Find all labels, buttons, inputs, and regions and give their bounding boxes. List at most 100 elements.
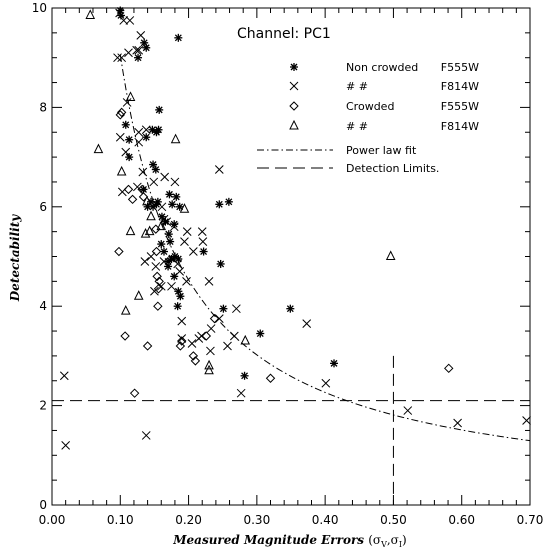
data-point-x: [175, 267, 185, 276]
data-point-x: [232, 304, 241, 314]
x-axis-title: Measured Magnitude Errors (σV,σI): [172, 533, 406, 549]
data-point-diamond: [116, 107, 127, 118]
data-point-triangle: [133, 290, 144, 300]
legend-marker-triangle: [289, 119, 299, 130]
legend-marker-asterisk: [290, 63, 298, 71]
y-tick-label: 0: [39, 498, 47, 512]
data-point-x: [119, 16, 129, 25]
data-point-diamond: [153, 301, 163, 311]
data-point-x: [140, 257, 150, 266]
data-point-asterisk: [165, 190, 174, 199]
legend-filter: F814W: [441, 80, 479, 93]
data-point-x: [156, 281, 166, 291]
legend-label: # #: [346, 80, 368, 93]
legend-filter: F814W: [441, 120, 479, 133]
data-point-x: [403, 406, 413, 415]
data-point-diamond: [137, 184, 147, 195]
data-point-x: [453, 418, 462, 428]
data-point-asterisk: [142, 43, 151, 52]
legend-label: Power law fit: [346, 144, 417, 157]
detection-limits-layer: [52, 355, 530, 505]
legend-marker-x: [289, 81, 299, 91]
legend-label: Detection Limits.: [346, 162, 439, 175]
data-point-x: [132, 45, 142, 55]
data-point-x: [162, 217, 172, 227]
data-point-asterisk: [199, 247, 208, 256]
data-point-triangle: [85, 9, 96, 19]
data-point-diamond: [177, 336, 187, 346]
data-point-x: [198, 237, 208, 246]
data-point-diamond: [151, 246, 162, 257]
data-point-diamond: [188, 351, 199, 361]
data-point-diamond: [114, 246, 124, 257]
data-point-x: [223, 341, 232, 351]
data-point-diamond: [123, 184, 134, 195]
legend-label: Crowded: [346, 100, 394, 113]
data-point-x: [138, 167, 148, 177]
data-point-x: [150, 286, 159, 296]
legend-label: Non crowded: [346, 61, 418, 74]
data-point-triangle: [179, 203, 190, 213]
data-point-diamond: [444, 363, 454, 374]
x-tick-label: 0.00: [39, 513, 66, 527]
data-point-asterisk: [215, 200, 224, 209]
data-point-diamond: [129, 388, 140, 398]
y-tick-label: 2: [39, 399, 47, 413]
data-point-x: [170, 177, 180, 187]
data-point-x: [157, 202, 167, 212]
data-point-x: [149, 177, 159, 187]
y-tick-label: 4: [39, 299, 47, 313]
data-point-x: [188, 247, 198, 256]
data-point-diamond: [127, 194, 138, 205]
y-axis-title: Detectability: [8, 214, 22, 302]
data-point-triangle: [240, 334, 251, 345]
data-point-x: [206, 346, 215, 356]
legend-label: # #: [346, 120, 368, 133]
data-point-diamond: [142, 341, 153, 351]
x-tick-label: 0.30: [243, 513, 270, 527]
data-point-diamond: [190, 356, 201, 366]
data-point-x: [115, 8, 124, 18]
data-point-triangle: [146, 210, 156, 221]
data-point-x: [204, 276, 214, 286]
data-point-asterisk: [216, 259, 225, 268]
data-point-x: [121, 147, 131, 157]
data-point-asterisk: [172, 192, 181, 201]
data-point-x: [321, 378, 331, 388]
data-point-asterisk: [176, 292, 185, 301]
data-point-x: [124, 48, 133, 58]
legend-filter: F555W: [441, 100, 479, 113]
data-point-asterisk: [121, 120, 130, 129]
x-tick-label: 0.10: [107, 513, 134, 527]
data-point-asterisk: [125, 135, 134, 144]
data-point-x: [302, 319, 312, 328]
data-point-triangle: [93, 143, 104, 154]
data-point-asterisk: [125, 153, 134, 162]
data-point-x: [182, 227, 192, 237]
data-point-x: [206, 324, 216, 333]
data-point-asterisk: [167, 254, 176, 263]
data-point-x: [133, 182, 142, 192]
data-point-asterisk: [175, 202, 184, 211]
data-point-asterisk: [159, 247, 168, 256]
data-point-x: [136, 30, 146, 40]
data-point-diamond: [209, 313, 220, 324]
data-point-x: [182, 276, 191, 286]
data-point-triangle: [125, 225, 136, 236]
data-point-triangle: [204, 364, 214, 375]
data-point-asterisk: [142, 133, 151, 142]
data-point-asterisk: [166, 237, 175, 246]
data-point-diamond: [153, 284, 164, 294]
data-point-x: [117, 53, 127, 63]
data-point-x: [194, 334, 204, 343]
data-point-diamond: [265, 373, 276, 383]
data-point-x: [173, 259, 182, 269]
data-point-x: [159, 257, 169, 266]
data-point-asterisk: [286, 304, 295, 313]
channel-label: Channel: PC1: [237, 26, 331, 42]
data-point-asterisk: [173, 302, 182, 311]
data-point-x: [59, 371, 69, 381]
legend-filter: F555W: [441, 61, 479, 74]
data-point-triangle: [142, 195, 152, 206]
